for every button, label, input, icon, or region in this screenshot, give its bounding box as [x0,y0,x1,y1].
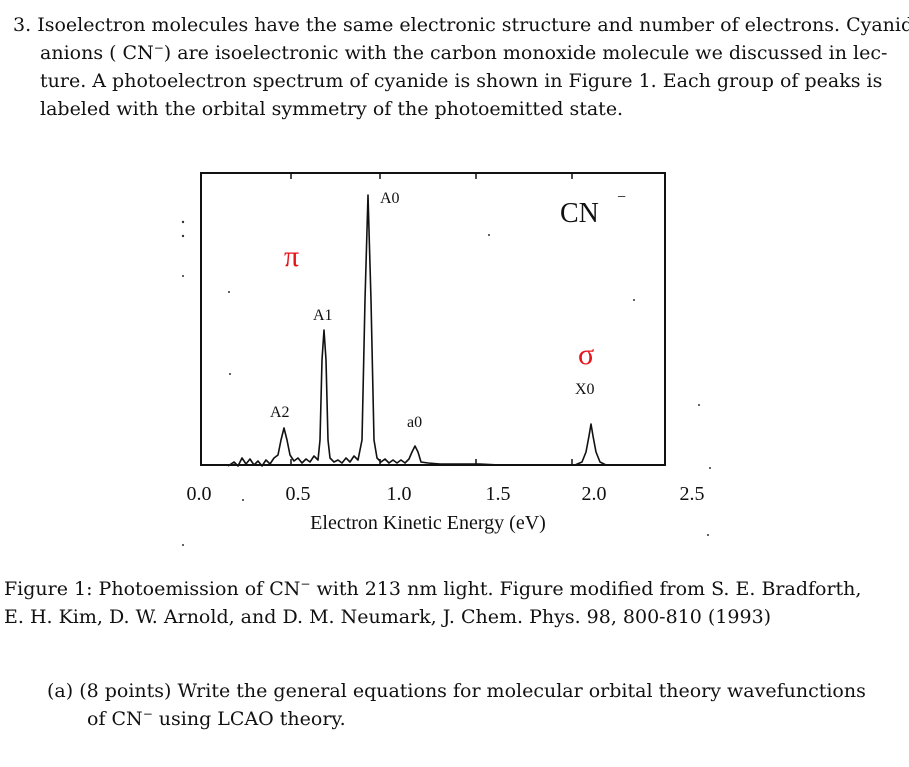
axis-ticks [290,173,573,465]
question-number: 3. [13,14,32,36]
x-axis-label: Electron Kinetic Energy (eV) [310,512,546,534]
question-line-1: 3. Isoelectron molecules have the same e… [13,12,909,39]
subquestion-prefix: of CN [87,708,143,730]
question-text-1: Isoelectron molecules have the same elec… [37,14,909,36]
pi-symmetry-label: π [284,240,299,273]
question-line-2: anions ( CN−) are isoelectronic with the… [40,40,887,67]
question-text-2-close: ) [163,42,172,64]
x-tick-2.5: 2.5 [680,483,705,505]
peak-label-A0: A0 [380,190,400,207]
peak-label-X0: X0 [575,381,595,398]
peak-label-a0: a0 [407,414,422,431]
x-tick-2.0: 2.0 [582,483,607,505]
caption-line-1: Figure 1: Photoemission of CN− with 213 … [4,576,861,603]
x-tick-1.5: 1.5 [486,483,511,505]
question-text-2-prefix: anions ( CN [40,42,154,64]
question-line-3: ture. A photoelectron spectrum of cyanid… [40,68,882,95]
species-label: CN [560,198,599,229]
subquestion-text-1: (8 points) Write the general equations f… [79,680,866,702]
question-line-4: labeled with the orbital symmetry of the… [40,96,623,123]
scan-specks [181,220,711,546]
caption-rest: with 213 nm light. Figure modified from … [310,578,862,600]
subquestion-charge: − [142,707,153,721]
spectrum-trace [227,194,664,467]
caption-prefix: Figure 1: Photoemission of CN [4,578,301,600]
subquestion-rest: using LCAO theory. [152,708,346,730]
subquestion-line-1: (a) (8 points) Write the general equatio… [47,678,866,705]
x-tick-0.0: 0.0 [187,483,212,505]
peak-label-A2: A2 [270,404,290,421]
species-charge: − [617,189,626,206]
question-text-2: are isoelectronic with the carbon monoxi… [177,42,888,64]
peak-label-A1: A1 [313,307,333,324]
plot-frame [200,172,666,466]
anion-charge: − [153,41,164,55]
question-text-4: labeled with the orbital symmetry of the… [40,98,624,120]
x-tick-0.5: 0.5 [286,483,311,505]
subquestion-marker: (a) [47,680,74,702]
sigma-symmetry-label: σ [578,338,594,371]
caption-citation: E. H. Kim, D. W. Arnold, and D. M. Neuma… [4,606,772,628]
question-text-3: ture. A photoelectron spectrum of cyanid… [40,70,883,92]
caption-charge: − [300,577,311,591]
subquestion-line-2: of CN− using LCAO theory. [87,706,346,733]
x-tick-1.0: 1.0 [387,483,412,505]
caption-line-2: E. H. Kim, D. W. Arnold, and D. M. Neuma… [4,604,771,631]
